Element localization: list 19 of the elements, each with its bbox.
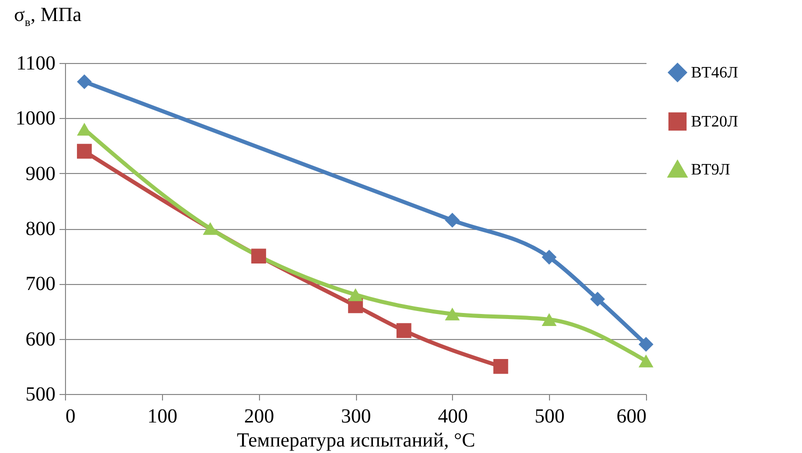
- y-tick-label: 600: [26, 328, 56, 350]
- x-tick-label: 400: [438, 406, 468, 428]
- legend-label: ВТ20Л: [691, 114, 738, 130]
- x-tick-label: 300: [341, 406, 371, 428]
- y-tick-label: 1100: [16, 52, 56, 74]
- legend-label: ВТ46Л: [691, 64, 738, 82]
- legend-label: ВТ9Л: [691, 162, 730, 178]
- x-tick-label: 100: [147, 406, 178, 428]
- y-tick-label: 500: [26, 384, 56, 406]
- y-tick-label: 800: [26, 218, 56, 240]
- x-tick-label: 600: [616, 406, 646, 428]
- x-tick-label: 0: [66, 406, 76, 428]
- y-tick-label: 900: [26, 162, 56, 185]
- y-tick-label: 700: [26, 273, 56, 296]
- y-tick-label: 1000: [16, 108, 56, 130]
- x-tick-label: 500: [534, 406, 565, 428]
- y-axis-title: σ$_{в}$, МПа: [14, 4, 82, 30]
- x-tick-label: 200: [244, 406, 274, 428]
- x-axis-title: Температура испытаний, °C: [236, 430, 476, 452]
